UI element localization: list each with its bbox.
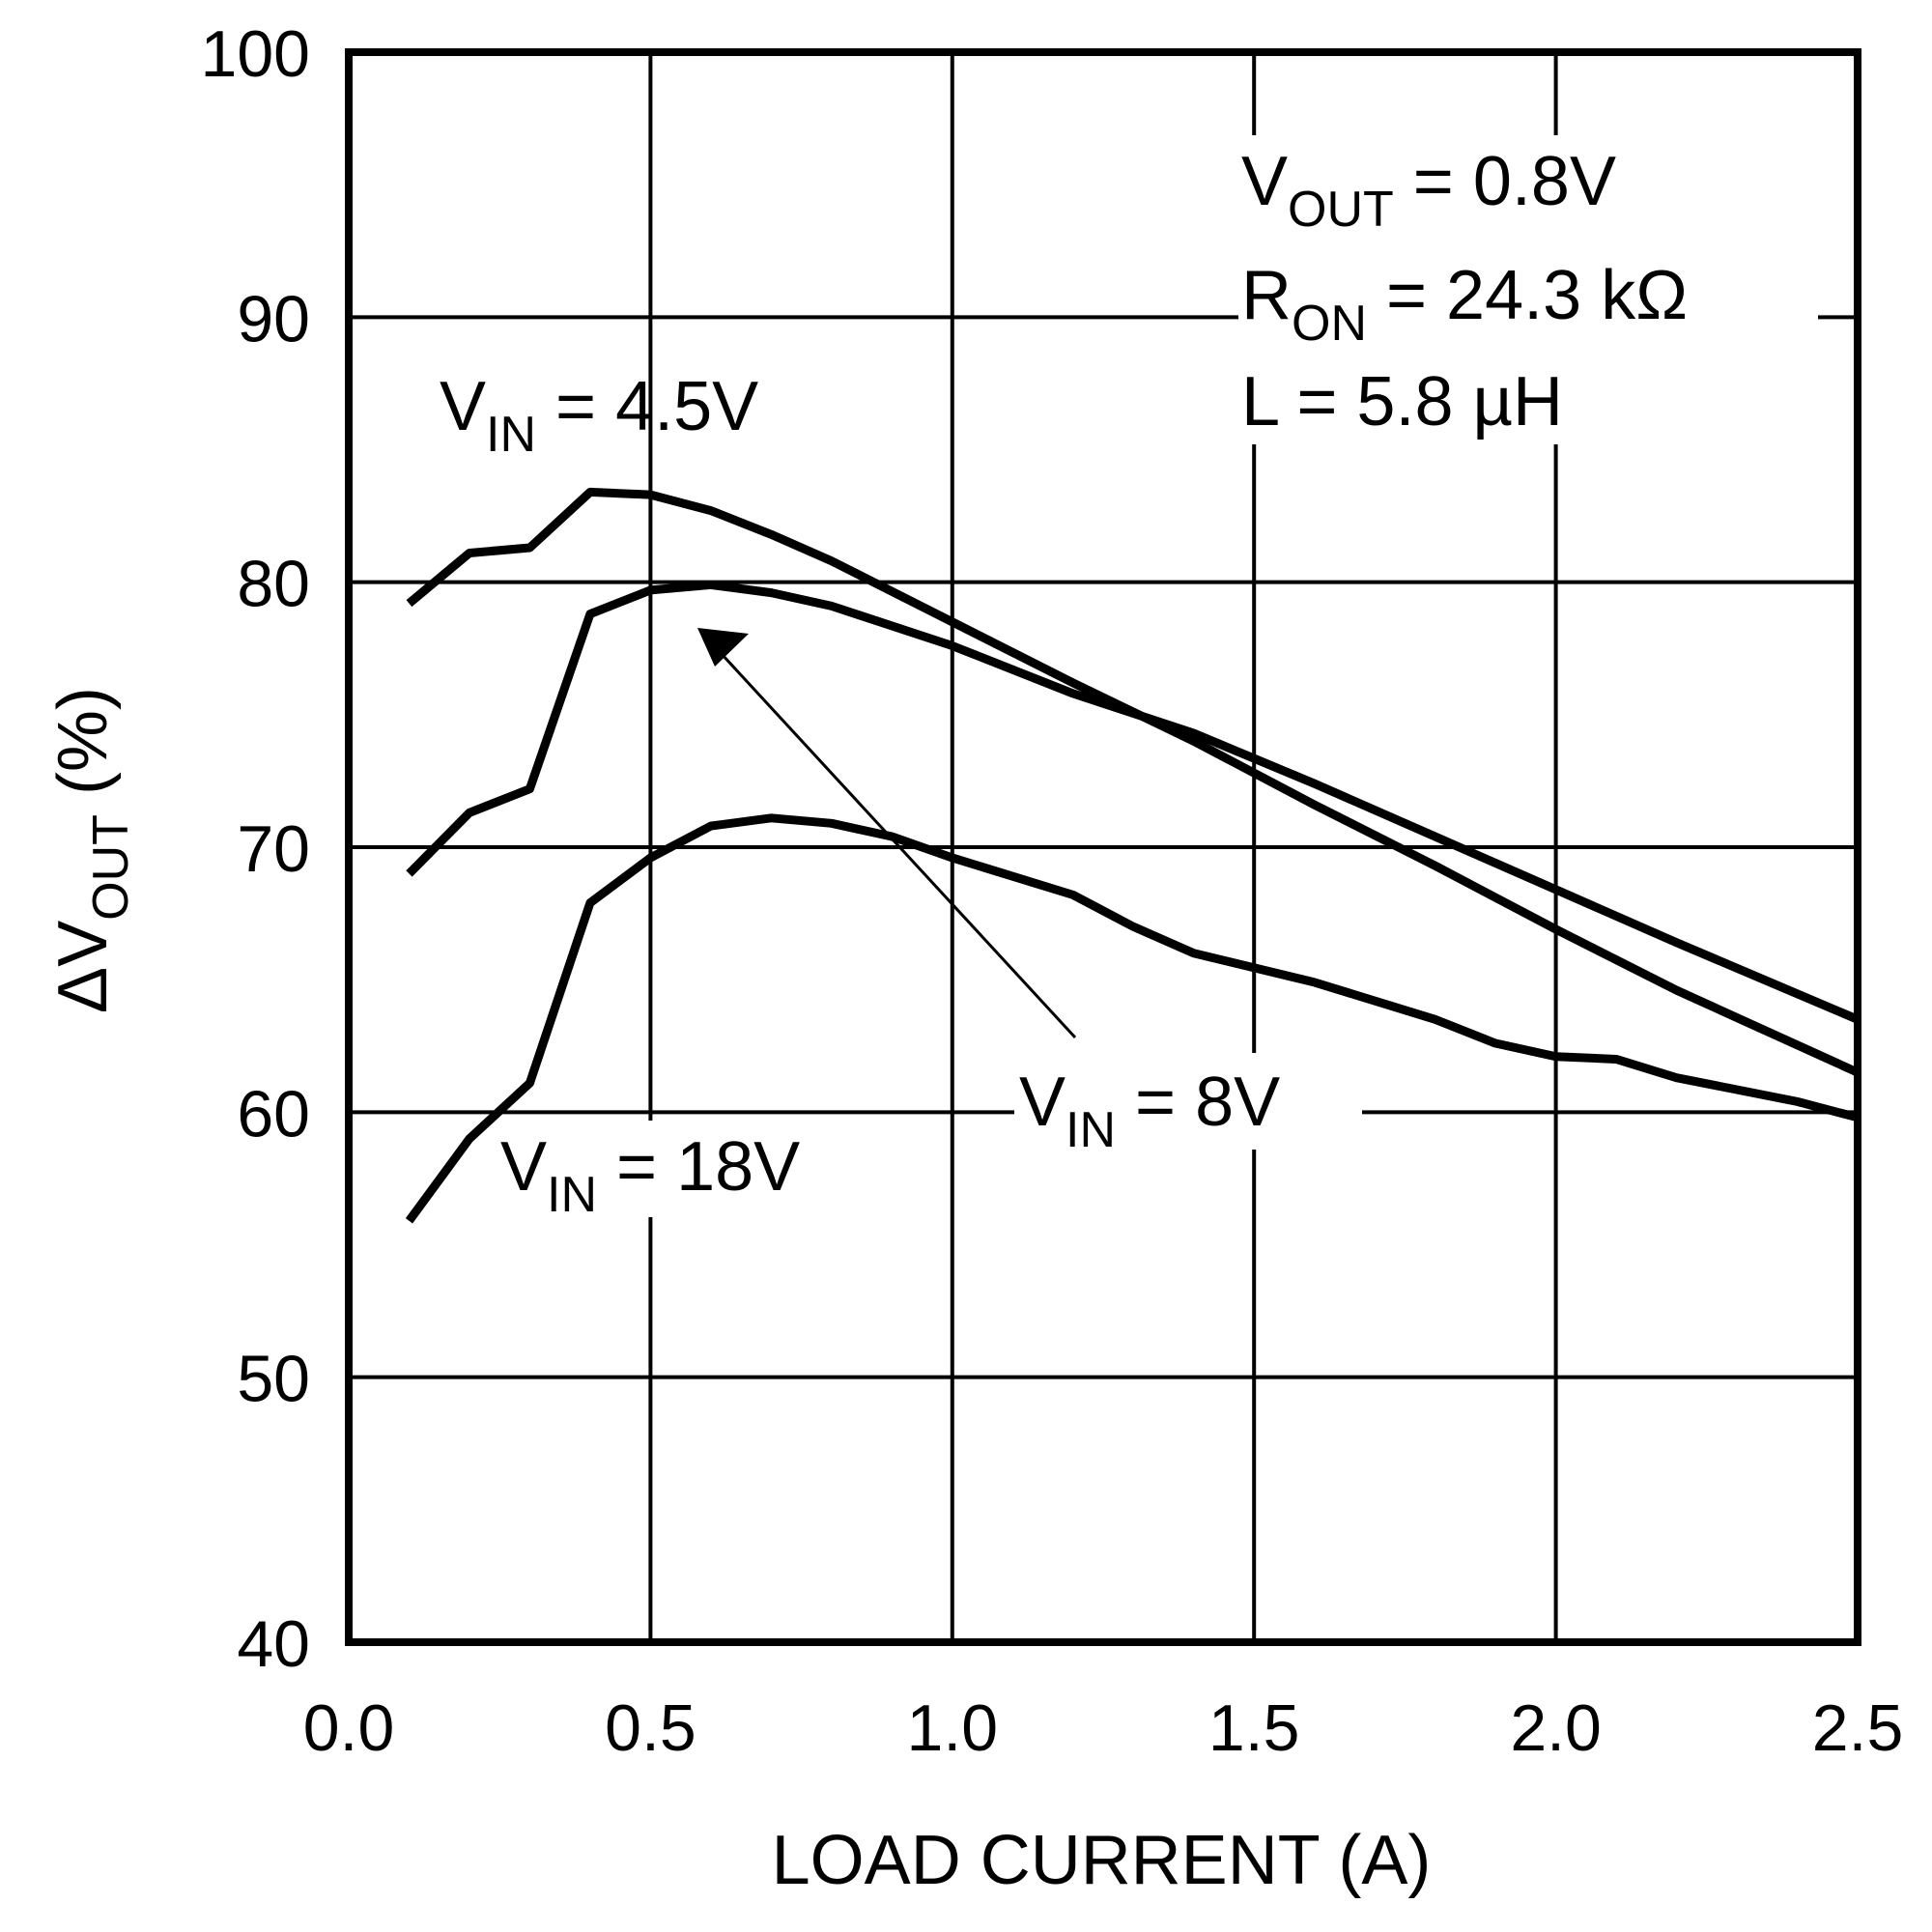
series-vin-4.5v (406, 487, 1860, 1077)
y-tick-label: 100 (201, 17, 310, 91)
y-axis-label: ΔVOUT (%) (44, 687, 139, 1013)
condition-ron: RON = 24.3 kΩ (1241, 257, 1688, 352)
y-tick-label: 80 (237, 548, 310, 621)
y-tick-label: 50 (237, 1343, 310, 1416)
y-tick-label: 40 (237, 1607, 310, 1681)
x-tick-label: 1.5 (1208, 1691, 1300, 1765)
series-vin-8v (406, 580, 1860, 1024)
x-tick-label: 2.5 (1812, 1691, 1904, 1765)
y-tick-label: 70 (237, 812, 310, 886)
series-label-vin-18v-group: VIN = 18V (497, 1121, 884, 1223)
x-tick-label: 1.0 (907, 1691, 999, 1765)
series-vin-18v (405, 813, 1860, 1224)
x-axis-label: LOAD CURRENT (A) (772, 1822, 1432, 1899)
conditions-box: VOUT = 0.8V RON = 24.3 kΩ L = 5.8 µH (1238, 135, 1818, 444)
x-tick-label: 0.0 (303, 1691, 395, 1765)
plot-frame (345, 48, 1861, 1646)
y-tick-label: 60 (237, 1077, 310, 1151)
series-lines (405, 487, 1860, 1224)
annotation-arrowhead (697, 628, 749, 667)
condition-vout: VOUT = 0.8V (1241, 143, 1616, 238)
x-tick-label: 0.5 (605, 1691, 696, 1765)
series-label-vin-4.5v: VIN = 4.5V (440, 368, 758, 463)
series-label-vin-8v-group: VIN = 8V (1014, 1053, 1362, 1158)
series-label-vin-18v: VIN = 18V (500, 1128, 800, 1223)
x-tick-label: 2.0 (1510, 1691, 1602, 1765)
annotation-arrow (708, 639, 1077, 1039)
series-label-vin-8v: VIN = 8V (1019, 1064, 1280, 1158)
condition-l: L = 5.8 µH (1241, 363, 1563, 440)
tick-labels: 0.0 0.5 1.0 1.5 2.0 2.5 40 50 60 70 80 90 100 (201, 17, 1904, 1765)
y-tick-label: 90 (237, 282, 310, 355)
